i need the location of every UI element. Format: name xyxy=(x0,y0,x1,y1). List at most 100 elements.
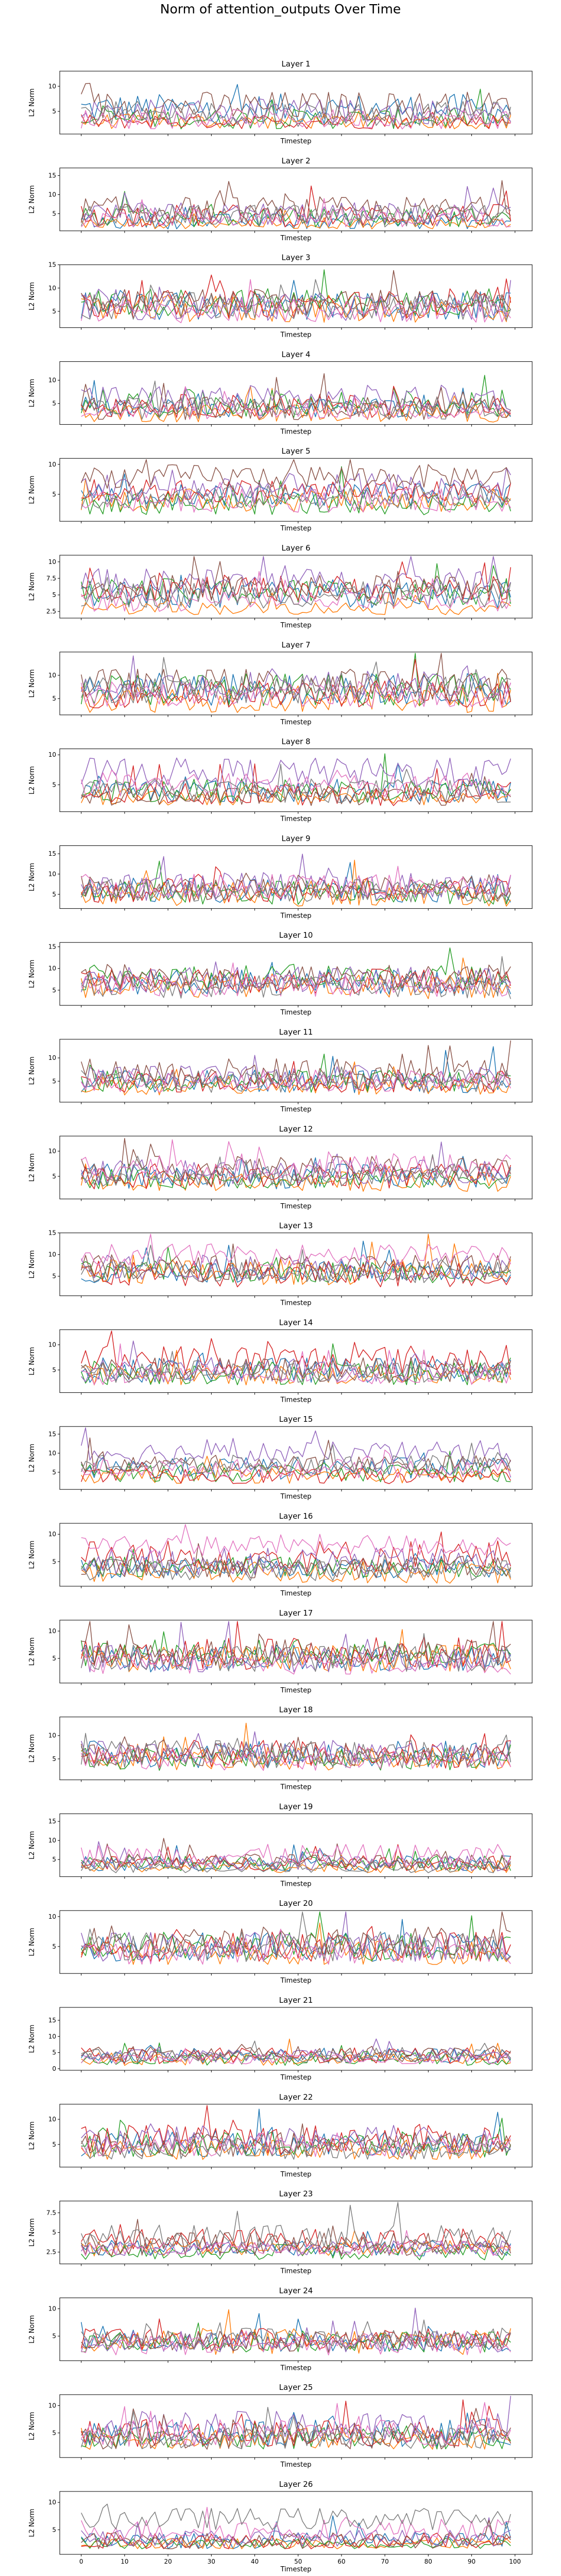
panel-layer-8: Layer 8 5 10 Timestep L2 Norm xyxy=(28,737,533,823)
panel-layer-22: Layer 22 5 10 Timestep L2 Norm xyxy=(28,2092,533,2179)
series-line-6 xyxy=(81,459,512,489)
series-line-8 xyxy=(81,577,512,609)
x-axis-label: Timestep xyxy=(280,1590,312,1598)
x-axis-label: Timestep xyxy=(280,622,312,629)
panel-layer-14: Layer 14 5 10 Timestep L2 Norm xyxy=(28,1318,533,1404)
series-line-7 xyxy=(81,866,512,899)
x-tick-label: 20 xyxy=(164,2558,172,2565)
axes-frame xyxy=(59,2297,533,2361)
y-tick-label: 5 xyxy=(52,491,56,498)
x-tick-label: 40 xyxy=(251,2558,259,2565)
series-line-7 xyxy=(81,1450,511,1478)
y-axis-label: L2 Norm xyxy=(28,476,36,504)
series-group xyxy=(80,1621,512,1675)
series-line-7 xyxy=(80,770,511,797)
x-tick-label: 10 xyxy=(121,2558,128,2565)
y-tick-label: 10 xyxy=(48,461,56,468)
panel-title: Layer 18 xyxy=(279,1705,313,1715)
series-line-1 xyxy=(81,1844,511,1871)
y-axis-label: L2 Norm xyxy=(28,1540,36,1569)
series-line-6 xyxy=(80,1138,512,1182)
panel-title: Layer 1 xyxy=(281,59,310,69)
series-line-2 xyxy=(81,1854,511,1873)
series-line-3 xyxy=(81,1246,511,1283)
y-tick-label: 10 xyxy=(48,2116,56,2123)
panel-title: Layer 25 xyxy=(279,2383,313,2392)
series-group xyxy=(80,459,512,516)
series-line-5 xyxy=(81,280,512,321)
x-axis-label: Timestep xyxy=(280,1203,312,1210)
axes-frame xyxy=(59,2007,533,2071)
axes-frame xyxy=(59,458,533,522)
y-tick-label: 5 xyxy=(52,1273,56,1280)
series-line-8 xyxy=(81,1442,512,1475)
y-tick-label: 15 xyxy=(48,1818,56,1825)
series-group xyxy=(81,2503,512,2550)
series-line-8 xyxy=(81,1554,512,1581)
y-tick-label: 5 xyxy=(52,1755,56,1763)
panel-title: Layer 3 xyxy=(281,253,310,262)
series-line-6 xyxy=(81,2043,511,2063)
series-line-4 xyxy=(81,561,512,602)
y-tick-label: 10 xyxy=(48,285,56,292)
y-tick-label: 10 xyxy=(48,558,56,566)
y-axis-label: L2 Norm xyxy=(28,1250,36,1278)
y-axis-label: L2 Norm xyxy=(28,1153,36,1182)
series-group xyxy=(80,1911,511,1965)
x-axis-label: Timestep xyxy=(280,1300,312,1307)
series-line-4 xyxy=(80,1157,512,1189)
series-group xyxy=(80,1524,512,1584)
y-axis-label: L2 Norm xyxy=(28,669,36,697)
series-line-7 xyxy=(80,679,512,708)
series-group xyxy=(80,373,511,423)
y-axis-label: L2 Norm xyxy=(28,2121,36,2150)
y-tick-label: 0 xyxy=(52,2065,56,2072)
series-group xyxy=(80,1234,512,1288)
axes-frame xyxy=(59,1233,533,1297)
series-line-7 xyxy=(81,1929,511,1965)
series-line-5 xyxy=(81,467,511,504)
y-axis-label: L2 Norm xyxy=(28,1444,36,1472)
x-tick-label: 50 xyxy=(294,2558,302,2565)
y-tick-label: 10 xyxy=(48,1732,56,1739)
series-line-7 xyxy=(81,2402,511,2447)
series-line-5 xyxy=(81,2396,512,2444)
series-line-4 xyxy=(81,763,511,806)
panel-layer-2: Layer 2 5 10 15 Timestep L2 Norm xyxy=(28,156,533,242)
axes-frame xyxy=(59,1329,533,1393)
y-tick-label: 5 xyxy=(52,781,56,788)
y-tick-label: 10 xyxy=(48,2305,56,2313)
series-group xyxy=(80,2307,512,2356)
series-line-3 xyxy=(81,1744,512,1771)
series-line-7 xyxy=(81,198,511,228)
series-line-6 xyxy=(81,82,512,122)
panel-title: Layer 11 xyxy=(279,1027,313,1037)
series-line-8 xyxy=(81,2319,511,2350)
series-line-7 xyxy=(81,2132,511,2157)
series-line-5 xyxy=(80,1427,511,1465)
y-tick-label: 5 xyxy=(52,400,56,407)
y-tick-label: 10 xyxy=(48,2499,56,2506)
series-line-6 xyxy=(81,773,511,806)
axes-frame xyxy=(59,1910,533,1974)
series-group xyxy=(80,948,512,1000)
y-tick-label: 5 xyxy=(52,1655,56,1662)
axes-frame xyxy=(59,2201,533,2265)
y-tick-label: 7.5 xyxy=(46,2209,56,2216)
x-axis-label: Timestep xyxy=(280,1106,312,1114)
y-tick-label: 10 xyxy=(48,1054,56,1061)
series-line-5 xyxy=(81,1841,511,1871)
series-group xyxy=(80,1331,512,1386)
x-axis-label: Timestep xyxy=(280,912,312,920)
panel-title: Layer 6 xyxy=(281,543,310,553)
series-line-3 xyxy=(81,1451,511,1483)
series-line-3 xyxy=(81,466,512,516)
y-tick-label: 15 xyxy=(48,943,56,951)
series-line-5 xyxy=(80,961,511,993)
series-group xyxy=(80,556,512,616)
x-axis-label: Timestep xyxy=(280,2364,312,2372)
series-group xyxy=(80,180,512,229)
axes-frame xyxy=(59,2104,533,2168)
series-line-5 xyxy=(80,1141,511,1184)
